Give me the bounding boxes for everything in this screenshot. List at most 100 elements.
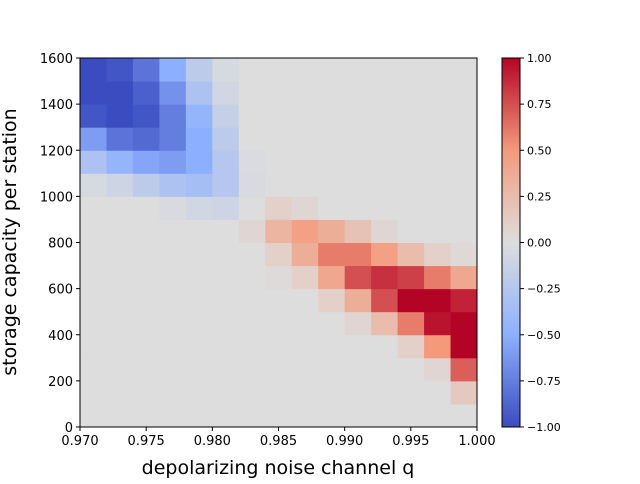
heatmap-cell bbox=[159, 219, 187, 243]
heatmap-cell bbox=[450, 334, 478, 359]
heatmap-cell bbox=[106, 173, 134, 197]
heatmap-cell bbox=[291, 357, 319, 382]
heatmap-cell bbox=[185, 288, 213, 313]
y-tick-label: 800 bbox=[48, 237, 73, 252]
heatmap-cell bbox=[291, 58, 319, 82]
heatmap-cell bbox=[371, 242, 399, 267]
heatmap-cell bbox=[80, 104, 107, 128]
heatmap-cell bbox=[450, 127, 478, 151]
heatmap-cell bbox=[344, 357, 372, 382]
x-tick-label: 0.970 bbox=[61, 434, 98, 449]
heatmap-cell bbox=[80, 81, 107, 105]
heatmap-cell bbox=[238, 104, 266, 128]
heatmap-cell bbox=[159, 311, 187, 336]
heatmap-cell bbox=[344, 104, 372, 128]
heatmap-cell bbox=[424, 58, 452, 82]
heatmap-cell bbox=[371, 219, 399, 243]
heatmap-cell bbox=[318, 196, 346, 220]
heatmap-cell bbox=[291, 196, 319, 220]
y-tick-label: 200 bbox=[48, 375, 73, 390]
heatmap-cell bbox=[318, 288, 346, 313]
heatmap-cell bbox=[159, 380, 187, 405]
heatmap-cell bbox=[371, 403, 399, 428]
colorbar-tick-label: 0.50 bbox=[527, 144, 552, 157]
heatmap-cell bbox=[424, 288, 452, 313]
heatmap-cell bbox=[291, 334, 319, 359]
heatmap-cell bbox=[132, 265, 160, 290]
heatmap-cell bbox=[424, 104, 452, 128]
heatmap-cell bbox=[450, 58, 478, 82]
heatmap-cell bbox=[132, 58, 160, 82]
heatmap-cell bbox=[450, 150, 478, 174]
heatmap-cell bbox=[265, 150, 293, 174]
heatmap-cell bbox=[371, 288, 399, 313]
heatmap-cell bbox=[424, 219, 452, 243]
heatmap-cell bbox=[80, 196, 107, 220]
y-tick-label: 1000 bbox=[40, 190, 73, 205]
heatmap-cell bbox=[80, 242, 107, 267]
heatmap-cell bbox=[132, 81, 160, 105]
heatmap-cell bbox=[318, 219, 346, 243]
heatmap-cell bbox=[450, 219, 478, 243]
heatmap-cell bbox=[185, 334, 213, 359]
heatmap-cell bbox=[159, 81, 187, 105]
heatmap-cell bbox=[185, 242, 213, 267]
heatmap-cell bbox=[450, 242, 478, 267]
heatmap-cell bbox=[397, 58, 425, 82]
y-tick-label: 1400 bbox=[40, 98, 73, 113]
heatmap-cell bbox=[238, 357, 266, 382]
heatmap-cell bbox=[238, 81, 266, 105]
heatmap-cell bbox=[265, 288, 293, 313]
heatmap-cell bbox=[185, 104, 213, 128]
heatmap-cell bbox=[291, 380, 319, 405]
heatmap-cell bbox=[265, 196, 293, 220]
heatmap-cell bbox=[80, 380, 107, 405]
heatmap-cell bbox=[212, 403, 240, 428]
colorbar-tick-label: 0.75 bbox=[527, 98, 552, 111]
heatmap-cell bbox=[344, 380, 372, 405]
heatmap-cell bbox=[344, 288, 372, 313]
heatmap-cell bbox=[212, 127, 240, 151]
heatmap-cell bbox=[212, 150, 240, 174]
heatmap-cell bbox=[318, 242, 346, 267]
heatmap-cell bbox=[106, 403, 134, 428]
heatmap-cell bbox=[159, 357, 187, 382]
heatmap-cell bbox=[424, 403, 452, 428]
heatmap-cell bbox=[265, 219, 293, 243]
heatmap-cell bbox=[212, 357, 240, 382]
heatmap-cell bbox=[397, 311, 425, 336]
heatmap-cell bbox=[159, 288, 187, 313]
heatmap-cell bbox=[238, 196, 266, 220]
heatmap-cell bbox=[344, 81, 372, 105]
heatmap-cell bbox=[159, 104, 187, 128]
heatmap-cell bbox=[106, 380, 134, 405]
colorbar-tick-label: −1.00 bbox=[527, 421, 561, 434]
heatmap-cell bbox=[291, 81, 319, 105]
heatmap-cell bbox=[344, 173, 372, 197]
heatmap-cell bbox=[212, 334, 240, 359]
heatmap-cell bbox=[424, 357, 452, 382]
heatmap-cell bbox=[212, 104, 240, 128]
heatmap-cell bbox=[397, 334, 425, 359]
heatmap-cell bbox=[291, 288, 319, 313]
heatmap-cell bbox=[185, 380, 213, 405]
heatmap-cell bbox=[159, 334, 187, 359]
heatmap-cell bbox=[106, 288, 134, 313]
colorbar-tick-label: −0.25 bbox=[527, 283, 561, 296]
heatmap-cell bbox=[424, 127, 452, 151]
heatmap-cell bbox=[371, 357, 399, 382]
x-tick-label: 0.985 bbox=[260, 434, 297, 449]
heatmap-cell bbox=[132, 288, 160, 313]
heatmap-cell bbox=[212, 219, 240, 243]
heatmap-cell bbox=[371, 380, 399, 405]
heatmap-cell bbox=[371, 173, 399, 197]
heatmap-cell bbox=[265, 265, 293, 290]
heatmap-cell bbox=[185, 81, 213, 105]
heatmap-cell bbox=[132, 242, 160, 267]
heatmap-cell bbox=[424, 173, 452, 197]
heatmap-cell bbox=[185, 357, 213, 382]
y-axis-label: storage capacity per station bbox=[0, 108, 21, 375]
heatmap-cell bbox=[106, 311, 134, 336]
heatmap-cell bbox=[185, 219, 213, 243]
